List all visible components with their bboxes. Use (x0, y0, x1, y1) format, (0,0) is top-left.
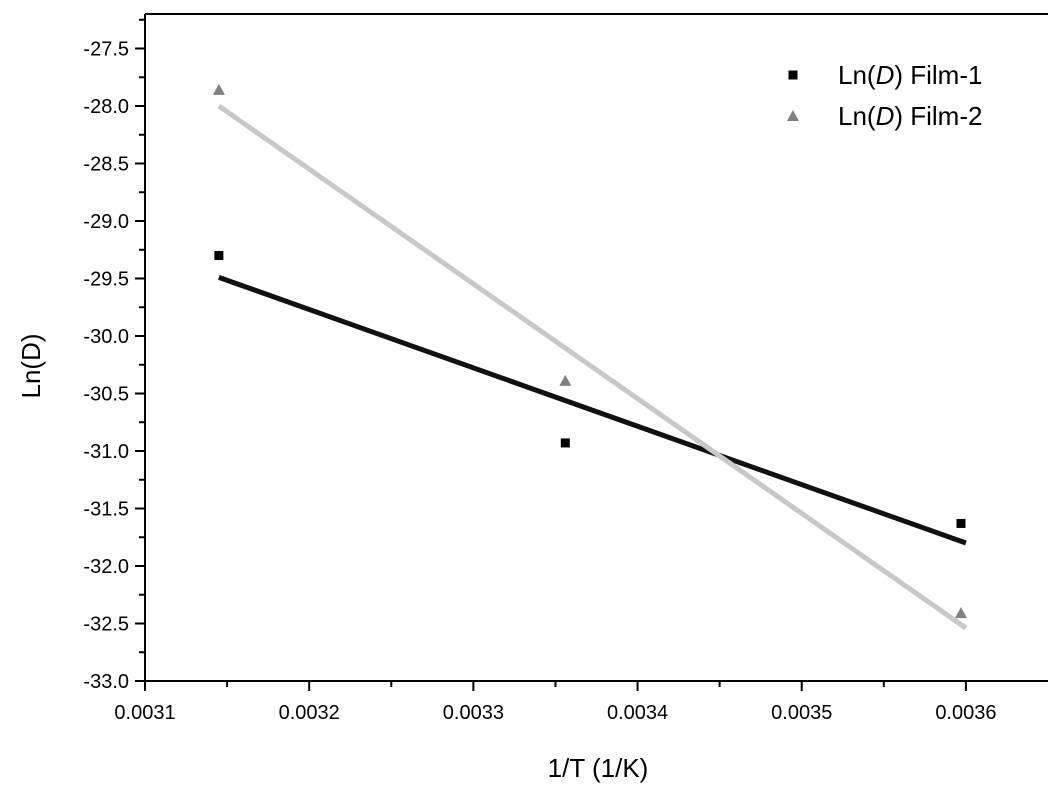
data-point-series-1 (560, 438, 570, 448)
legend-marker-series-1 (788, 70, 798, 80)
y-tick-label: -32.0 (83, 556, 129, 578)
y-tick-label: -27.5 (83, 39, 129, 61)
data-point-series-2 (559, 374, 572, 386)
data-point-series-1 (956, 518, 966, 528)
y-tick-label: -29.5 (83, 269, 129, 291)
fit-line-series-2 (217, 103, 968, 631)
y-tick-label: -30.0 (83, 326, 129, 348)
data-point-series-2 (954, 607, 967, 619)
y-tick-label: -31.5 (83, 499, 129, 521)
y-ticks: -33.0 -32.5 -32.0 -31.5 -31.0 -30.5 -30.0 -29.5… (83, 18, 145, 693)
x-axis-title: 1/T (1/K) (548, 753, 649, 783)
y-tick-label: -30.5 (83, 384, 129, 406)
x-tick-label: 0.0034 (607, 702, 668, 724)
x-tick-label: 0.0035 (771, 702, 832, 724)
y-tick-label: -28.5 (83, 154, 129, 176)
y-axis-title: Ln(D) (16, 333, 46, 398)
data-point-series-2 (212, 83, 225, 95)
data-points (212, 83, 967, 619)
x-tick-label: 0.0032 (279, 702, 340, 724)
x-ticks: 0.0031 0.0032 0.0033 0.0034 0.0035 0.0036 (114, 681, 996, 724)
legend: Ln(D) Film-1 Ln(D) Film-2 (787, 60, 982, 131)
data-point-series-1 (214, 251, 224, 260)
y-tick-label: -29.0 (83, 211, 129, 233)
y-tick-label: -32.5 (83, 614, 129, 636)
x-tick-label: 0.0031 (114, 702, 175, 724)
fit-lines (217, 103, 968, 631)
y-tick-label: -33.0 (83, 671, 129, 693)
legend-label-series-2: Ln(D) Film-2 (838, 101, 982, 131)
plot-area: 0.0031 0.0032 0.0033 0.0034 0.0035 0.0036 -33… (83, 13, 1048, 724)
y-tick-label: -31.0 (83, 441, 129, 463)
x-tick-label: 0.0033 (443, 702, 504, 724)
x-tick-label: 0.0036 (935, 702, 996, 724)
legend-label-series-1: Ln(D) Film-1 (838, 60, 982, 90)
y-tick-label: -28.0 (83, 96, 129, 118)
fit-line-series-1 (218, 274, 967, 546)
legend-marker-series-2 (787, 110, 799, 121)
